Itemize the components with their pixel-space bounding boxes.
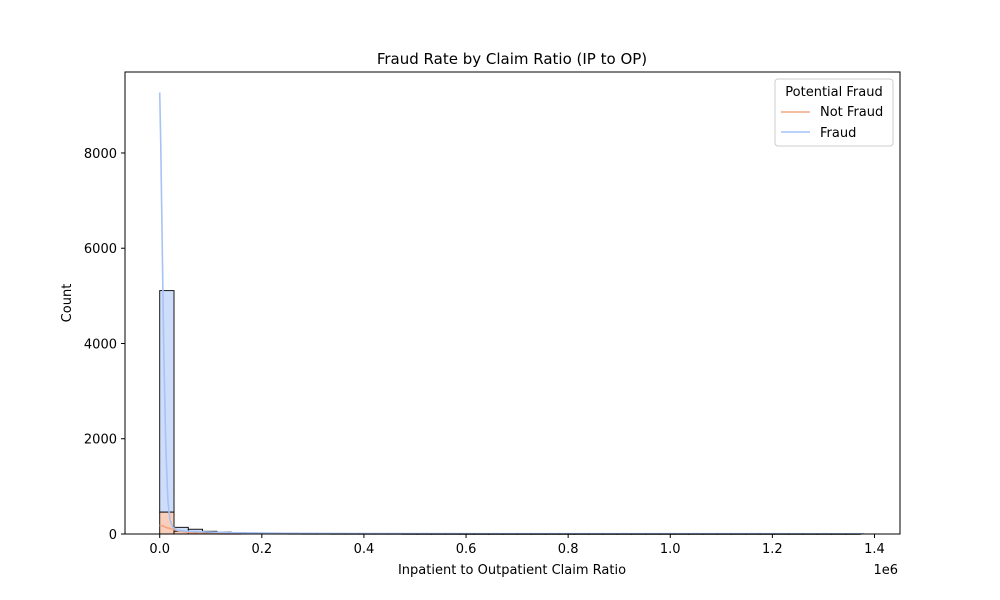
x-tick-label: 0.8 xyxy=(558,542,579,557)
x-axis: 0.0 0.2 0.4 0.6 0.8 1.0 1.2 1.4 xyxy=(149,534,885,557)
y-tick-label: 0 xyxy=(109,528,117,543)
x-tick-label: 0.0 xyxy=(149,542,170,557)
plot-area-frame xyxy=(124,71,901,535)
y-tick-label: 4000 xyxy=(84,337,117,352)
x-tick-label: 1.4 xyxy=(864,542,885,557)
y-tick-label: 8000 xyxy=(84,147,117,162)
y-tick-label: 6000 xyxy=(84,242,117,257)
legend-title: Potential Fraud xyxy=(785,85,882,100)
y-axis-label: Count xyxy=(60,284,75,323)
x-tick-label: 1.0 xyxy=(660,542,681,557)
x-axis-label: Inpatient to Outpatient Claim Ratio xyxy=(398,563,626,578)
x-tick-label: 0.2 xyxy=(251,542,272,557)
chart-title: Fraud Rate by Claim Ratio (IP to OP) xyxy=(377,50,647,68)
legend: Potential Fraud Not Fraud Fraud xyxy=(774,78,894,147)
legend-label-fraud: Fraud xyxy=(820,126,856,141)
y-tick-label: 2000 xyxy=(84,433,117,448)
legend-box xyxy=(774,78,894,147)
x-axis-offset-label: 1e6 xyxy=(873,563,898,578)
x-tick-label: 0.4 xyxy=(354,542,375,557)
histogram-bars xyxy=(159,290,861,535)
x-tick-label: 1.2 xyxy=(762,542,783,557)
legend-label-not-fraud: Not Fraud xyxy=(820,105,883,120)
kde-line-fraud xyxy=(158,92,865,535)
kde-curves xyxy=(158,92,865,535)
y-axis: 0 2000 4000 6000 8000 xyxy=(84,147,125,543)
x-tick-label: 0.6 xyxy=(456,542,477,557)
